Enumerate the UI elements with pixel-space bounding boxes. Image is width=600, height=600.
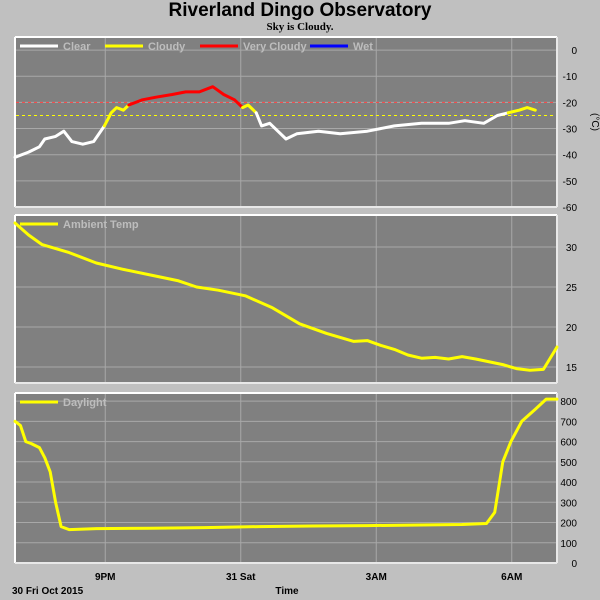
- x-tick-label: 31 Sat: [226, 572, 256, 583]
- y-tick-label: 500: [560, 458, 577, 469]
- y-tick-label: 25: [566, 283, 578, 294]
- y-tick-label: 400: [560, 478, 577, 489]
- series-line-cloudy: [506, 106, 537, 115]
- plot-area: [15, 393, 557, 563]
- series-line-clear: [254, 111, 510, 141]
- chart-panel-3: 800 700 600 500 400 300 200 100 0 Daylight: [13, 392, 577, 570]
- y-axis-label: (°C): [589, 113, 600, 131]
- y-tick-label: -40: [563, 151, 578, 162]
- y-tick-label: 700: [560, 417, 577, 428]
- series-line-clear: [13, 124, 106, 159]
- legend-label: Ambient Temp: [63, 219, 139, 231]
- x-tick-label: 9PM: [95, 572, 116, 583]
- x-tick-label: 6AM: [501, 572, 522, 583]
- y-tick-label: 200: [560, 519, 577, 530]
- series-line-daylight: [13, 397, 559, 532]
- y-tick-label: 20: [566, 323, 578, 334]
- y-tick-label: -20: [563, 98, 578, 109]
- legend-label: Very Cloudy: [243, 41, 307, 53]
- x-axis-title: Time: [275, 586, 299, 597]
- legend-label: Daylight: [63, 397, 107, 409]
- chart-panel-1: 0 -10 -20 -30 -40 -50 -60 (°C) Clear Cloudy Very C…: [13, 36, 600, 214]
- x-tick-label: 3AM: [366, 572, 387, 583]
- y-tick-label: -30: [563, 125, 578, 136]
- y-tick-label: -50: [563, 177, 578, 188]
- legend-label: Clear: [63, 41, 91, 53]
- legend-label: Cloudy: [148, 41, 186, 53]
- y-tick-label: 0: [571, 559, 577, 570]
- chart-panel-2: 30 25 20 15 Ambient Temp: [13, 214, 578, 384]
- y-tick-label: 30: [566, 243, 578, 254]
- y-tick-label: 15: [566, 363, 578, 374]
- y-tick-label: 800: [560, 397, 577, 408]
- legend-label: Wet: [353, 41, 373, 53]
- page-title: Riverland Dingo Observatory: [168, 0, 432, 21]
- y-tick-label: 300: [560, 498, 577, 509]
- series-line-cloudy: [102, 103, 131, 128]
- series-line-very-cloudy: [127, 85, 245, 110]
- y-tick-label: 600: [560, 438, 577, 449]
- y-tick-label: 0: [571, 46, 577, 57]
- series-line-ambient-temp: [13, 221, 559, 372]
- y-tick-label: -60: [563, 203, 578, 214]
- y-tick-label: -10: [563, 72, 578, 83]
- series-line-cloudy: [241, 103, 258, 115]
- y-tick-label: 100: [560, 539, 577, 550]
- date-label: 30 Fri Oct 2015: [12, 586, 84, 597]
- sky-status: Sky is Cloudy.: [266, 21, 334, 33]
